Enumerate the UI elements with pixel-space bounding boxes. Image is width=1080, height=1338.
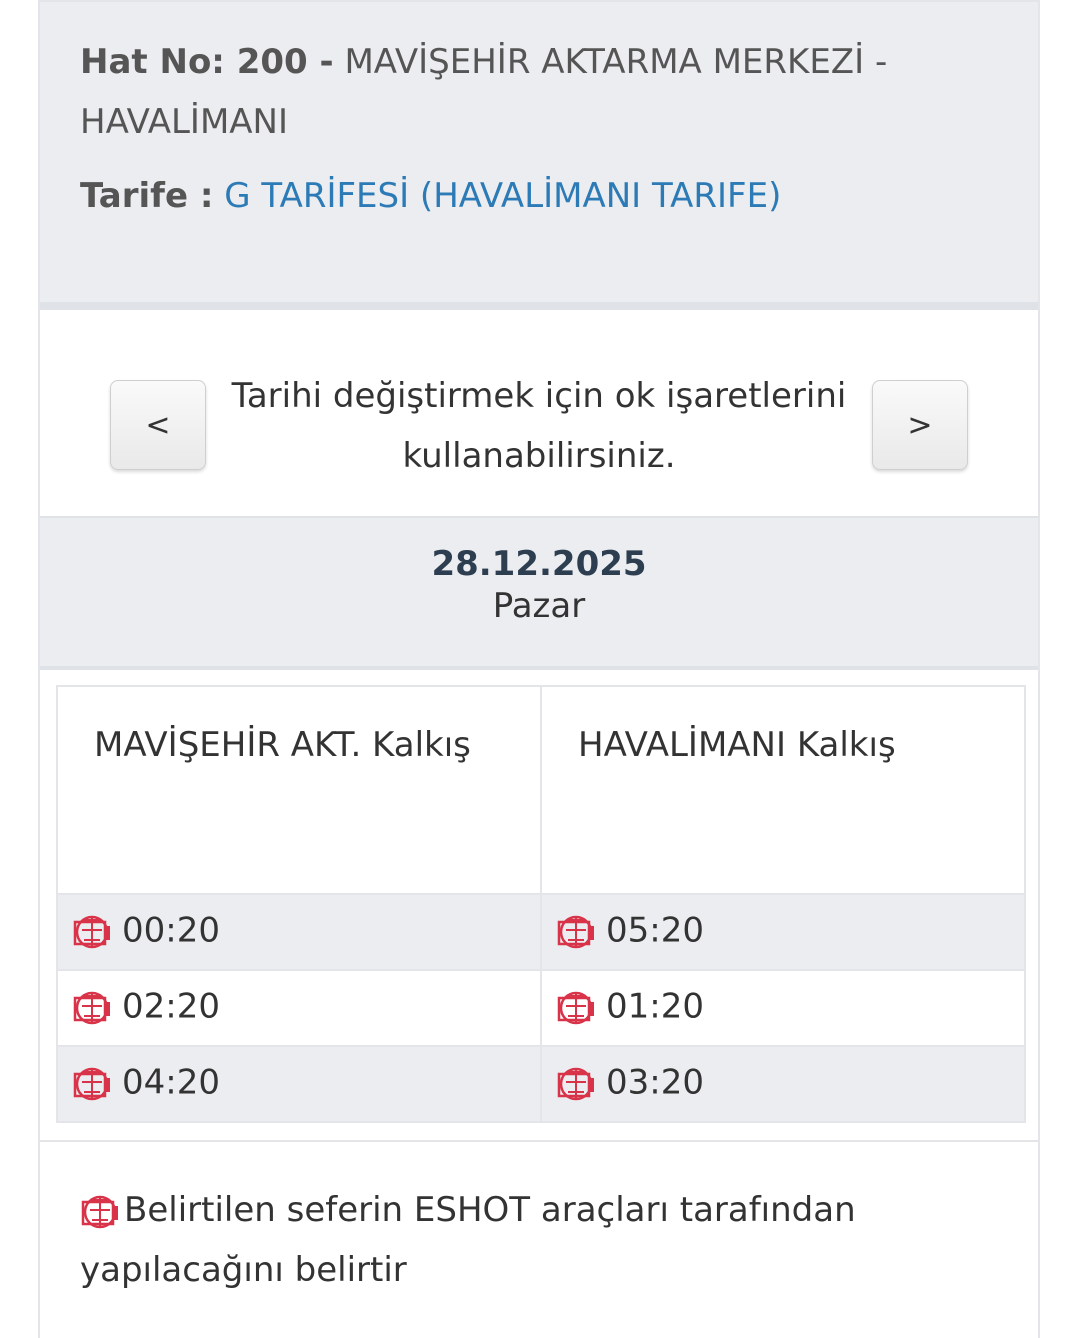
- date-hint: Tarihi değiştirmek için ok işaretlerini …: [231, 376, 847, 476]
- departure-time: 03:20: [606, 1062, 704, 1103]
- next-date-button[interactable]: >: [872, 380, 968, 470]
- legend-text: Belirtilen seferin ESHOT araçları tarafı…: [80, 1190, 856, 1290]
- tariff-label: Tarife :: [80, 176, 214, 216]
- eshot-logo-icon: [557, 1067, 596, 1101]
- departure-cell: 03:20: [540, 1045, 1026, 1123]
- departure-time: 05:20: [606, 910, 704, 951]
- date-banner: 28.12.2025 Pazar: [40, 516, 1038, 670]
- departure-time: 01:20: [606, 986, 704, 1027]
- tariff: Tarife : G TARİFESİ (HAVALİMANI TARIFE): [80, 176, 781, 216]
- legend-note: Belirtilen seferin ESHOT araçları tarafı…: [80, 1180, 998, 1300]
- departure-cell: 00:20: [56, 893, 542, 971]
- departure-cell: 01:20: [540, 969, 1026, 1047]
- departure-cell: 02:20: [56, 969, 542, 1047]
- schedule-box: MAVİŞEHİR AKT. Kalkış HAVALİMANI Kalkış …: [40, 668, 1038, 1142]
- departure-time: 02:20: [122, 986, 220, 1027]
- departure-cell: 05:20: [540, 893, 1026, 971]
- table-row: 04:20 03:20: [56, 1045, 1026, 1123]
- eshot-logo-icon: [73, 1067, 112, 1101]
- day-name: Pazar: [492, 586, 586, 626]
- previous-date-button[interactable]: <: [110, 380, 206, 470]
- date-value: 28.12.2025: [431, 544, 647, 584]
- table-row: 02:20 01:20: [56, 969, 1026, 1047]
- departure-time: 04:20: [122, 1062, 220, 1103]
- departure-cell: 04:20: [56, 1045, 542, 1123]
- column-header: HAVALİMANI Kalkış: [540, 685, 1026, 895]
- table-header-row: MAVİŞEHİR AKT. Kalkış HAVALİMANI Kalkış: [56, 685, 1026, 895]
- tariff-value[interactable]: G TARİFESİ (HAVALİMANI TARIFE): [224, 176, 782, 216]
- eshot-logo-icon: [73, 915, 112, 949]
- page-container: Hat No: 200 - MAVİŞEHİR AKTARMA MERKEZİ …: [38, 0, 1040, 1338]
- eshot-logo-icon: [81, 1195, 120, 1228]
- schedule-table: MAVİŞEHİR AKT. Kalkış HAVALİMANI Kalkış …: [56, 685, 1026, 1123]
- eshot-logo-icon: [557, 915, 596, 949]
- departure-time: 00:20: [122, 910, 220, 951]
- column-header: MAVİŞEHİR AKT. Kalkış: [56, 685, 542, 895]
- line-name: MAVİŞEHİR AKTARMA MERKEZİ -: [344, 42, 888, 82]
- line-header: Hat No: 200 - MAVİŞEHİR AKTARMA MERKEZİ …: [40, 0, 1038, 310]
- line-title: Hat No: 200 - MAVİŞEHİR AKTARMA MERKEZİ …: [80, 42, 887, 82]
- eshot-logo-icon: [557, 991, 596, 1025]
- table-row: 00:20 05:20: [56, 893, 1026, 971]
- eshot-logo-icon: [73, 991, 112, 1025]
- line-name-cont: HAVALİMANI: [80, 102, 289, 142]
- line-number: Hat No: 200 -: [80, 42, 334, 82]
- date-navigation: < Tarihi değiştirmek için ok işaretlerin…: [40, 310, 1038, 516]
